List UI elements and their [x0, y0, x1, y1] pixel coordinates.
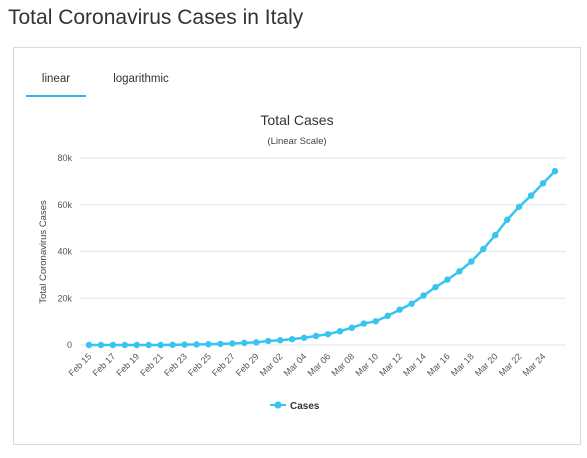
x-tick-label: Mar 16	[425, 351, 452, 378]
data-point	[384, 312, 391, 320]
x-tick-label: Feb 15	[67, 351, 94, 378]
data-point	[492, 231, 499, 239]
data-point	[420, 292, 427, 299]
y-tick-label: 20k	[57, 293, 72, 303]
series-line-cases	[87, 169, 557, 347]
data-point	[504, 216, 511, 223]
data-point	[515, 203, 523, 210]
data-point	[300, 334, 308, 341]
data-point	[193, 341, 200, 348]
grid-lines	[80, 157, 566, 346]
y-tick-label: 80k	[57, 153, 72, 163]
x-tick-label: Feb 25	[186, 351, 213, 378]
data-point	[539, 180, 547, 187]
x-tick-label: Mar 14	[401, 351, 428, 378]
data-point	[527, 192, 535, 199]
x-tick-label: Mar 06	[306, 351, 333, 378]
x-tick-label: Mar 04	[282, 351, 309, 378]
data-point	[456, 268, 463, 275]
data-point	[480, 245, 487, 253]
data-point	[444, 276, 451, 283]
data-point	[265, 337, 272, 345]
x-tick-label: Feb 27	[210, 351, 237, 378]
legend-swatch-marker	[274, 401, 282, 409]
data-point	[157, 341, 164, 349]
data-point	[133, 341, 140, 349]
data-point	[551, 167, 559, 175]
data-point	[408, 300, 415, 307]
y-tick-label: 40k	[57, 247, 72, 257]
data-point	[360, 320, 368, 327]
data-point	[145, 341, 152, 349]
x-tick-label: Feb 17	[90, 351, 117, 378]
tab-linear[interactable]: linear	[26, 66, 86, 97]
legend-label-cases: Cases	[290, 401, 320, 412]
data-point	[253, 339, 260, 346]
tab-logarithmic[interactable]: logarithmic	[113, 73, 169, 85]
x-tick-label: Feb 29	[234, 351, 261, 378]
legend[interactable]: Cases	[270, 401, 320, 412]
data-point	[121, 341, 129, 349]
data-point	[229, 340, 236, 347]
data-point	[348, 324, 356, 331]
data-point	[181, 341, 188, 348]
chart-subtitle: (Linear Scale)	[267, 136, 326, 147]
data-point	[169, 341, 176, 349]
data-point	[312, 332, 320, 340]
x-tick-label: Feb 23	[162, 351, 189, 378]
data-point	[324, 330, 332, 338]
data-point	[241, 339, 248, 347]
x-tick-label: Mar 12	[377, 351, 404, 378]
data-point	[109, 341, 117, 349]
y-tick-label: 0	[67, 340, 72, 350]
y-axis-title: Total Coronavirus Cases	[38, 200, 49, 304]
x-tick-label: Mar 20	[473, 351, 500, 378]
data-point	[85, 341, 93, 349]
data-point	[432, 283, 439, 291]
page-title: Total Coronavirus Cases in Italy	[8, 6, 304, 29]
y-axis-ticks: 0 20k 40k 60k 80k	[57, 153, 72, 350]
data-point	[468, 258, 475, 265]
series-cases	[85, 167, 559, 349]
data-point	[288, 335, 296, 343]
data-point	[205, 341, 212, 348]
data-point	[97, 341, 105, 349]
data-point	[396, 306, 403, 313]
data-point	[276, 337, 284, 344]
y-tick-label: 60k	[57, 200, 72, 210]
x-tick-label: Mar 22	[497, 351, 524, 378]
x-tick-label: Mar 18	[449, 351, 476, 378]
data-point	[336, 328, 344, 335]
chart-title: Total Cases	[260, 112, 333, 128]
x-tick-label: Feb 21	[138, 351, 165, 378]
x-tick-label: Feb 19	[114, 351, 141, 378]
x-tick-label: Mar 10	[353, 351, 380, 378]
data-point	[217, 340, 224, 348]
x-tick-label: Mar 02	[258, 351, 285, 378]
x-tick-label: Mar 24	[521, 351, 548, 378]
x-tick-label: Mar 08	[329, 351, 356, 378]
data-point	[372, 318, 379, 325]
